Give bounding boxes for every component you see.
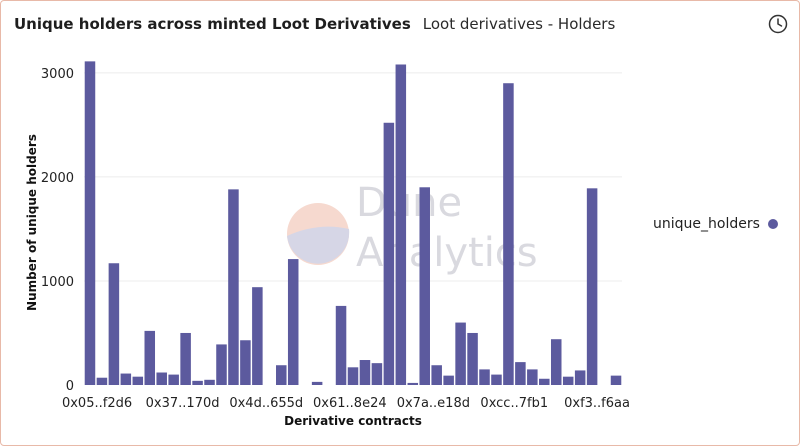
legend-dot — [767, 219, 778, 229]
chart-title: Unique holders across minted Loot Deriva… — [14, 15, 411, 33]
bar[interactable] — [347, 367, 359, 385]
x-tick-label: 0x4d..655d — [229, 396, 303, 411]
y-tick-label: 2000 — [41, 171, 74, 186]
bar[interactable] — [443, 375, 454, 385]
y-tick-labels: 0 1000 2000 3000 — [41, 67, 74, 394]
y-tick-label: 0 — [66, 379, 74, 394]
legend-label: unique_holders — [653, 216, 760, 232]
bar[interactable] — [108, 263, 120, 385]
bars — [84, 61, 622, 386]
bar[interactable] — [419, 187, 430, 385]
x-tick-label: 0x61..8e24 — [313, 396, 387, 411]
bar[interactable] — [610, 375, 622, 385]
bar[interactable] — [491, 374, 502, 385]
bar[interactable] — [562, 376, 574, 385]
bar[interactable] — [550, 339, 562, 385]
bar[interactable] — [586, 188, 598, 385]
bar[interactable] — [574, 370, 586, 385]
bar[interactable] — [515, 362, 526, 385]
bar[interactable] — [192, 380, 203, 385]
x-tick-label: 0x05..f2d6 — [62, 396, 132, 411]
y-tick-label: 1000 — [41, 275, 74, 290]
bar[interactable] — [407, 382, 419, 385]
x-tick-label: 0xcc..7fb1 — [480, 396, 548, 411]
x-tick-label: 0xf3..f6aa — [564, 396, 630, 411]
bar[interactable] — [216, 344, 227, 385]
bar[interactable] — [359, 360, 371, 385]
bar[interactable] — [287, 259, 299, 385]
bar[interactable] — [144, 330, 156, 385]
clock-icon[interactable] — [767, 13, 789, 35]
bar[interactable] — [455, 322, 466, 385]
bar[interactable] — [180, 332, 191, 385]
bar[interactable] — [156, 372, 167, 385]
bar[interactable] — [168, 374, 179, 385]
bar[interactable] — [240, 340, 251, 385]
chart-legend[interactable]: unique_holders — [653, 216, 778, 232]
bar[interactable] — [335, 305, 347, 385]
bar[interactable] — [395, 64, 407, 386]
bar[interactable] — [228, 189, 239, 385]
y-tick-label: 3000 — [41, 67, 74, 82]
y-axis-title: Number of unique holders — [25, 134, 39, 311]
bar[interactable] — [204, 379, 215, 385]
bar[interactable] — [84, 61, 96, 386]
x-tick-labels: 0x05..f2d6 0x37..170d 0x4d..655d 0x61..8e24… — [62, 396, 630, 411]
bar[interactable] — [383, 122, 395, 385]
grid-lines — [84, 72, 622, 282]
x-axis-title: Derivative contracts — [284, 414, 422, 428]
x-tick-label: 0x7a..e18d — [397, 396, 470, 411]
bar[interactable] — [503, 83, 514, 385]
bar[interactable] — [431, 365, 442, 385]
bar[interactable] — [479, 369, 490, 385]
chart-header: Unique holders across minted Loot Deriva… — [14, 15, 615, 37]
watermark: Dune Analytics — [287, 180, 538, 276]
bar[interactable] — [467, 332, 478, 385]
bar[interactable] — [371, 363, 383, 385]
bar[interactable] — [120, 373, 132, 385]
watermark-logo-lower — [287, 226, 350, 264]
bar[interactable] — [311, 381, 323, 385]
watermark-line1: Dune — [356, 180, 462, 226]
bar[interactable] — [276, 365, 287, 385]
bar[interactable] — [252, 287, 263, 385]
x-tick-label: 0x37..170d — [146, 396, 220, 411]
bar[interactable] — [539, 378, 550, 385]
bar[interactable] — [527, 369, 538, 385]
bar[interactable] — [132, 376, 144, 385]
bar[interactable] — [96, 377, 108, 385]
chart-subtitle: Loot derivatives - Holders — [422, 15, 616, 33]
